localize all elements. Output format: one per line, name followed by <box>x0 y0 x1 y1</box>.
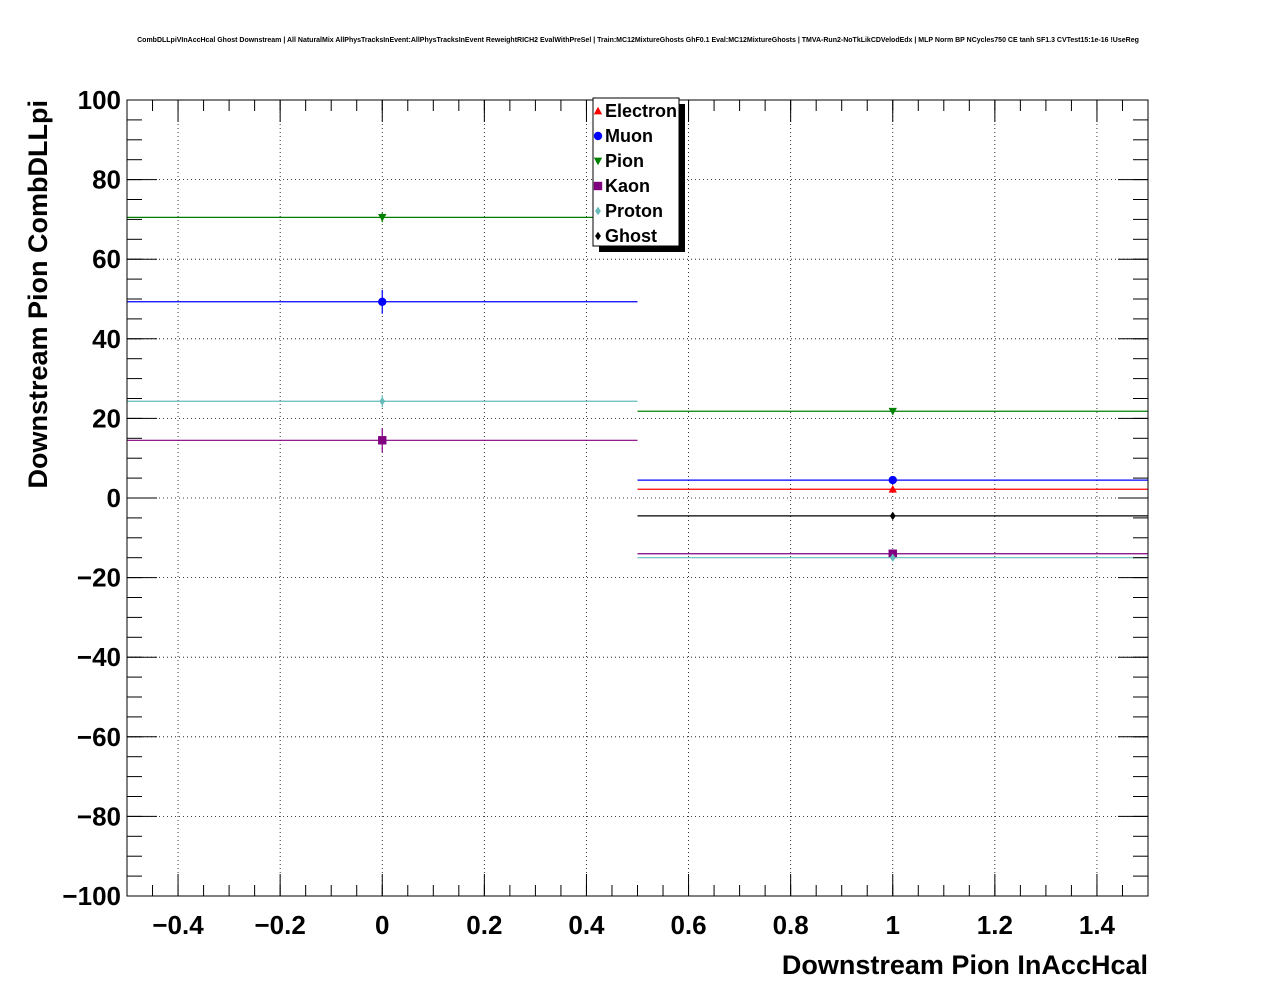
x-tick-label: 0.2 <box>466 910 502 940</box>
legend: Electron Muon Pion Kaon Proton Ghost <box>592 97 685 252</box>
y-axis-label: Downstream Pion CombDLLpi <box>23 100 53 489</box>
y-tick-label: −80 <box>77 801 121 831</box>
y-tick-label: −20 <box>77 563 121 593</box>
kaon-data-point <box>378 436 387 445</box>
proton-data-point <box>889 553 896 562</box>
legend-label-muon: Muon <box>605 126 653 146</box>
grid-lines <box>127 99 1148 897</box>
data-series-layer <box>127 212 1148 562</box>
chart-title: CombDLLpiVInAccHcal Ghost Downstream | A… <box>137 37 1139 44</box>
legend-marker-muon <box>593 131 603 141</box>
y-tick-label: −40 <box>77 642 121 672</box>
series-pion <box>127 212 1148 416</box>
y-tick-label: 100 <box>78 85 121 115</box>
y-tick-label: 80 <box>92 165 121 195</box>
series-proton <box>127 395 1148 562</box>
y-tick-label: −100 <box>62 881 121 911</box>
y-tick-label: −60 <box>77 722 121 752</box>
legend-label-ghost: Ghost <box>605 226 657 246</box>
legend-marker-pion <box>593 157 603 166</box>
x-tick-label: −0.4 <box>152 910 204 940</box>
legend-marker-ghost <box>595 231 601 241</box>
electron-data-point <box>888 485 897 493</box>
series-muon <box>127 289 1148 485</box>
x-tick-label: 0.6 <box>670 910 706 940</box>
x-tick-label: 1 <box>886 910 900 940</box>
y-tick-label: 20 <box>92 403 121 433</box>
x-tick-label: 0.4 <box>568 910 605 940</box>
legend-marker-proton <box>595 206 601 216</box>
series-kaon <box>127 428 1148 558</box>
legend-box <box>592 97 680 247</box>
x-axis-tick-labels: −0.4 −0.2 0 0.2 0.4 0.6 0.8 1 1.2 1.4 <box>152 910 1115 940</box>
x-tick-label: 0 <box>375 910 389 940</box>
legend-label-proton: Proton <box>605 201 663 221</box>
x-tick-label: 1.2 <box>977 910 1013 940</box>
x-tick-label: 0.8 <box>773 910 809 940</box>
x-axis-label: Downstream Pion InAccHcal <box>782 950 1148 980</box>
legend-label-kaon: Kaon <box>605 176 650 196</box>
axis-ticks <box>126 99 1149 897</box>
y-tick-label: 40 <box>92 324 121 354</box>
x-tick-label: 1.4 <box>1079 910 1116 940</box>
proton-data-point <box>379 397 386 406</box>
y-tick-label: 0 <box>107 483 121 513</box>
legend-label-electron: Electron <box>605 101 677 121</box>
legend-label-pion: Pion <box>605 151 644 171</box>
y-tick-label: 60 <box>92 244 121 274</box>
legend-items: Electron Muon Pion Kaon Proton Ghost <box>593 101 677 246</box>
series-ghost <box>637 511 1148 521</box>
muon-data-point <box>888 475 897 485</box>
series-electron <box>637 485 1148 493</box>
y-axis-tick-labels: −100 −80 −60 −40 −20 0 20 40 60 80 100 <box>62 85 121 911</box>
legend-marker-electron <box>593 106 603 115</box>
pion-data-point <box>888 407 897 416</box>
legend-marker-kaon <box>593 181 603 191</box>
pion-data-point <box>378 214 387 222</box>
muon-data-point <box>378 297 387 306</box>
x-tick-label: −0.2 <box>254 910 305 940</box>
ghost-data-point <box>889 511 896 521</box>
